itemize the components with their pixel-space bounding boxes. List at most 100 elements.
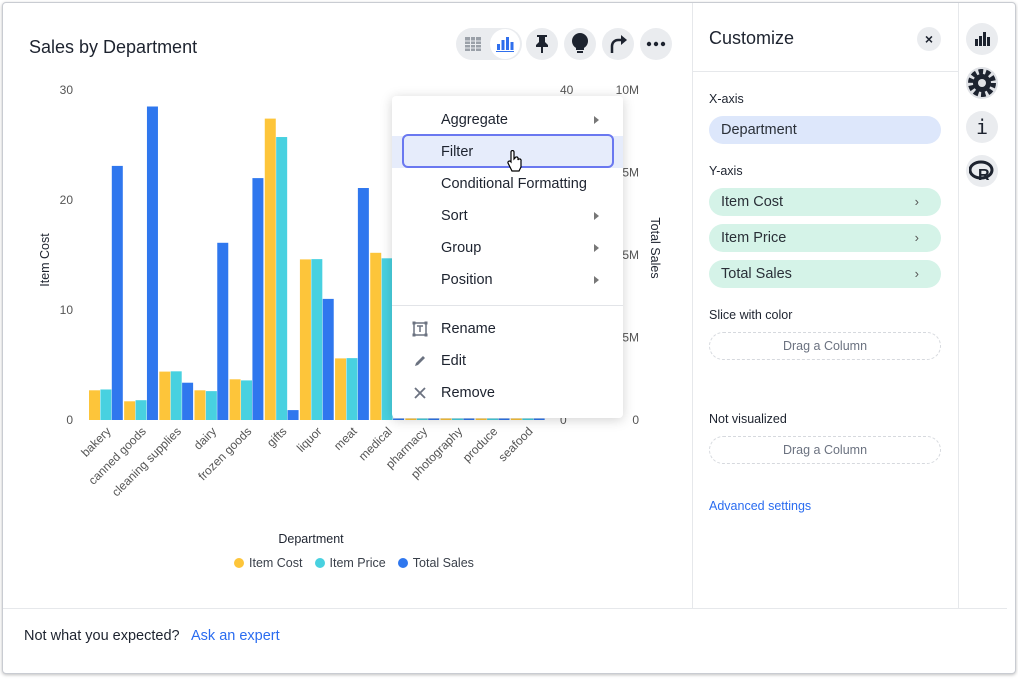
footer: Not what you expected? Ask an expert — [3, 608, 1007, 661]
r-icon: R — [969, 160, 994, 182]
bar-item-cost — [159, 371, 171, 420]
menu-item-group[interactable]: Group — [392, 232, 623, 264]
y-axis-pill-item-price[interactable]: Item Price › — [709, 224, 941, 252]
menu-label: Edit — [441, 353, 466, 369]
bar-total-sales — [252, 178, 264, 420]
bar-item-cost — [194, 390, 206, 420]
bar-item-price — [135, 400, 147, 420]
chart-settings-button[interactable] — [966, 23, 998, 55]
menu-label: Sort — [441, 208, 468, 224]
bar-item-cost — [405, 418, 417, 420]
customize-panel: Customize × X-axis Department Y-axis Ite… — [692, 3, 959, 608]
submenu-arrow-icon — [594, 276, 599, 284]
y-axis-pill-item-cost[interactable]: Item Cost › — [709, 188, 941, 216]
menu-label: Remove — [441, 385, 495, 401]
bar-item-price — [170, 371, 182, 420]
not-visualized-label: Not visualized — [709, 412, 787, 426]
bar-item-cost — [89, 390, 100, 420]
rename-icon — [412, 321, 428, 337]
bar-total-sales — [393, 418, 405, 420]
bar-total-sales — [533, 418, 545, 420]
bar-total-sales — [146, 106, 158, 420]
bar-item-cost — [229, 379, 241, 420]
menu-label: Rename — [441, 321, 496, 337]
menu-item-edit[interactable]: Edit — [392, 345, 623, 377]
right-axis-tick: 5M — [622, 248, 639, 262]
y-axis-title: Item Cost — [38, 233, 52, 287]
x-axis-tick: meat — [331, 424, 360, 453]
bar-chart-icon — [496, 37, 514, 52]
more-button[interactable] — [640, 28, 672, 60]
bar-item-price — [522, 418, 534, 420]
menu-item-aggregate[interactable]: Aggregate — [392, 104, 623, 136]
panel-title: Customize — [709, 28, 795, 48]
left-axis-tick: 0 — [66, 413, 73, 427]
menu-item-rename[interactable]: Rename — [392, 313, 623, 345]
menu-item-filter[interactable]: Filter — [392, 134, 623, 172]
x-axis-title: Department — [278, 532, 344, 546]
x-axis-tick: liquor — [294, 424, 325, 455]
menu-item-position[interactable]: Position — [392, 264, 623, 296]
legend-item-cost[interactable]: Item Cost — [234, 556, 303, 570]
bar-item-price — [451, 418, 463, 420]
close-icon — [414, 387, 426, 399]
menu-item-sort[interactable]: Sort — [392, 200, 623, 232]
menu-item-conditional-formatting[interactable]: Conditional Formatting — [392, 168, 623, 200]
submenu-arrow-icon — [594, 116, 599, 124]
middle-axis-tick: 40 — [560, 83, 574, 97]
legend-label: Item Cost — [249, 556, 303, 570]
pin-button[interactable] — [526, 28, 558, 60]
bar-item-price — [276, 137, 288, 420]
page-title: Sales by Department — [29, 37, 198, 57]
bar-total-sales — [217, 242, 229, 420]
r-analysis-button[interactable]: R — [966, 155, 998, 187]
pill-label: Item Cost — [721, 194, 784, 210]
pencil-icon — [415, 356, 425, 366]
view-toggle[interactable] — [456, 28, 522, 60]
x-axis-tick: produce — [460, 424, 501, 465]
not-visualized-drop-zone[interactable]: Drag a Column — [709, 436, 941, 464]
slice-drop-zone[interactable]: Drag a Column — [709, 332, 941, 360]
chevron-right-icon: › — [914, 266, 919, 281]
y-axis-pill-total-sales[interactable]: Total Sales › — [709, 260, 941, 288]
close-panel-button[interactable]: × — [917, 27, 941, 51]
bar-total-sales — [111, 165, 123, 420]
column-context-menu: Aggregate Filter Conditional Formatting … — [392, 96, 623, 418]
left-axis-tick: 20 — [60, 193, 74, 207]
pin-icon — [536, 35, 548, 53]
legend-dot — [314, 558, 325, 568]
footer-question: Not what you expected? — [24, 628, 180, 644]
menu-item-remove[interactable]: Remove — [392, 377, 623, 409]
chart-view-button[interactable] — [490, 29, 520, 59]
menu-label: Aggregate — [441, 112, 508, 128]
table-view-button[interactable] — [458, 29, 488, 59]
slice-with-color-label: Slice with color — [709, 308, 793, 322]
right-icon-rail: i R — [958, 3, 1008, 608]
share-button[interactable] — [602, 28, 634, 60]
ask-expert-link[interactable]: Ask an expert — [191, 628, 280, 644]
submenu-arrow-icon — [594, 212, 599, 220]
menu-label: Position — [441, 272, 493, 288]
legend-item-price[interactable]: Item Price — [314, 556, 386, 570]
chevron-right-icon: › — [914, 194, 919, 209]
bar-item-cost — [124, 401, 136, 420]
more-icon — [646, 41, 666, 47]
x-axis-tick: dairy — [191, 424, 219, 452]
x-axis-column-pill[interactable]: Department — [709, 116, 941, 144]
customize-button[interactable] — [966, 67, 998, 99]
bar-total-sales — [463, 418, 475, 420]
advanced-settings-link[interactable]: Advanced settings — [709, 499, 812, 513]
bar-item-cost — [370, 252, 382, 420]
info-button[interactable]: i — [966, 111, 998, 143]
bar-item-price — [205, 391, 217, 420]
bar-item-price — [381, 258, 393, 420]
bar-item-cost — [510, 418, 522, 420]
right-axis-tick: 10M — [616, 83, 639, 97]
bar-item-price — [241, 380, 253, 420]
menu-label: Filter — [441, 144, 474, 160]
legend-item-sales[interactable]: Total Sales — [397, 556, 474, 570]
insights-button[interactable] — [564, 28, 596, 60]
svg-text:R: R — [978, 167, 990, 182]
bar-total-sales — [357, 188, 369, 420]
pill-label: Total Sales — [721, 266, 792, 282]
